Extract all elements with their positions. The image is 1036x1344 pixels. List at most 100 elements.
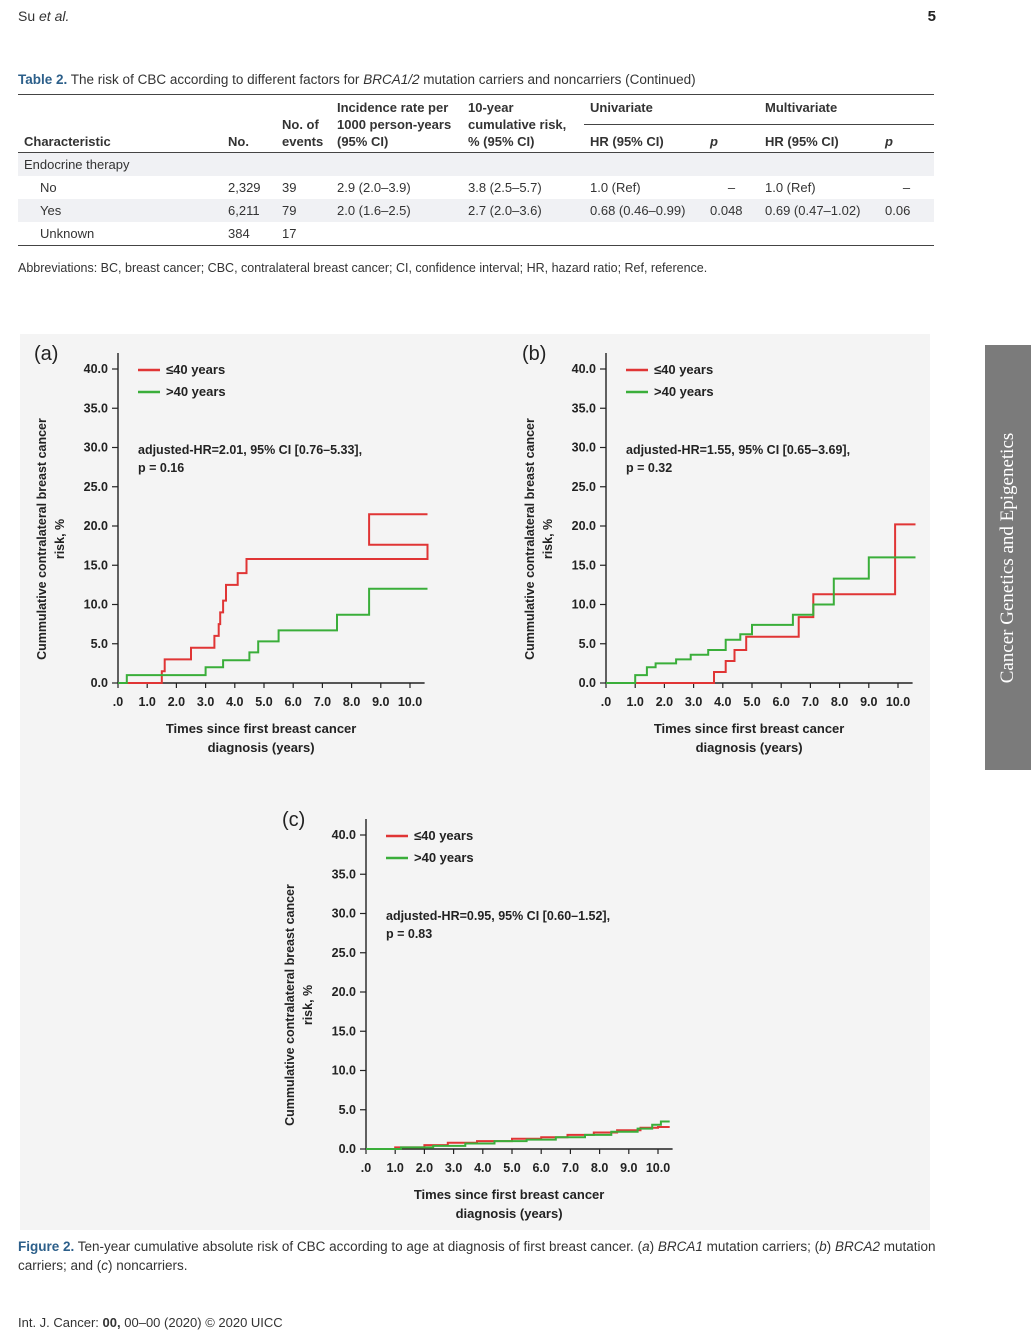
cell-cumrisk: 3.8 (2.5–5.7) xyxy=(468,180,542,195)
y-axis-label-line1: Cummulative contralateral breast cancer xyxy=(283,884,297,1126)
y-tick-label: 25.0 xyxy=(332,946,356,960)
x-tick-label: 6.0 xyxy=(285,695,302,709)
y-tick-label: 15.0 xyxy=(84,558,108,572)
x-tick-label: 7.0 xyxy=(562,1161,579,1175)
x-tick-label: 6.0 xyxy=(533,1161,550,1175)
legend-label: ≤40 years xyxy=(654,362,713,377)
col-multi-p: p xyxy=(885,134,893,149)
series-line-gt40 xyxy=(118,587,428,684)
x-tick-label: .0 xyxy=(601,695,611,709)
y-tick-label: 35.0 xyxy=(572,401,596,415)
y-tick-label: 25.0 xyxy=(84,480,108,494)
y-tick-label: 5.0 xyxy=(579,637,596,651)
x-axis-label-line1: Times since first breast cancer xyxy=(414,1187,605,1202)
chart-panel-b: (b) Cummulative contralateral breast canc… xyxy=(522,343,916,755)
cell-incidence xyxy=(331,222,462,246)
table-abbreviations: Abbreviations: BC, breast cancer; CBC, c… xyxy=(18,261,708,275)
legend-label: >40 years xyxy=(166,384,226,399)
table-group-row: Endocrine therapy xyxy=(18,152,934,176)
table-caption-gene: BRCA1/2 xyxy=(363,72,420,87)
table-row: No 2,329 39 2.9 (2.0–3.9) 3.8 (2.5–5.7) … xyxy=(18,176,934,199)
table-label: Table 2. xyxy=(18,72,68,87)
y-tick-label: 15.0 xyxy=(572,558,596,572)
x-tick-label: 9.0 xyxy=(860,695,877,709)
footer-rest: 00–00 (2020) © 2020 UICC xyxy=(124,1315,283,1330)
x-tick-label: 8.0 xyxy=(831,695,848,709)
p-value-annotation: p = 0.32 xyxy=(626,461,672,475)
y-axis-label-line2: risk, % xyxy=(541,519,555,559)
cell-multi-p xyxy=(879,222,934,246)
x-tick-label: 10.0 xyxy=(398,695,422,709)
figure-caption-c: c xyxy=(101,1258,109,1273)
x-axis-label: Times since first breast cancer diagnosis… xyxy=(414,1187,605,1221)
cell-uni-p: 0.048 xyxy=(704,199,759,222)
row-label: Unknown xyxy=(18,222,222,246)
col-events: No. of events xyxy=(282,117,324,149)
hr-annotation: adjusted-HR=2.01, 95% CI [0.76–5.33], xyxy=(138,443,362,457)
x-tick-label: 5.0 xyxy=(743,695,760,709)
x-tick-label: 1.0 xyxy=(387,1161,404,1175)
y-tick-label: 30.0 xyxy=(332,907,356,921)
col-incidence: Incidence rate per 1000 person-years (95… xyxy=(337,100,452,149)
sidebar-label: Cancer Genetics and Epigenetics xyxy=(997,432,1018,683)
y-tick-label: 25.0 xyxy=(572,480,596,494)
table-row: Yes 6,211 79 2.0 (1.6–2.5) 2.7 (2.0–3.6)… xyxy=(18,199,934,222)
x-tick-label: 9.0 xyxy=(372,695,389,709)
figure-caption-4: ) xyxy=(826,1239,832,1254)
x-axis-label: Times since first breast cancer diagnosis… xyxy=(654,721,845,755)
group-label: Endocrine therapy xyxy=(18,152,934,176)
x-tick-label: 5.0 xyxy=(255,695,272,709)
col-no: No. xyxy=(228,134,249,149)
x-tick-label: 7.0 xyxy=(802,695,819,709)
figure-caption-brca2: BRCA2 xyxy=(834,1239,880,1254)
cell-no: 384 xyxy=(222,222,276,246)
legend-label: >40 years xyxy=(654,384,714,399)
y-tick-label: 30.0 xyxy=(84,441,108,455)
x-axis-label-line1: Times since first breast cancer xyxy=(166,721,357,736)
x-tick-label: 3.0 xyxy=(685,695,702,709)
y-tick-label: 35.0 xyxy=(84,401,108,415)
col-uni-hr: HR (95% CI) xyxy=(590,134,664,149)
col-multi-hr: HR (95% CI) xyxy=(765,134,839,149)
legend-label: >40 years xyxy=(414,850,474,865)
x-tick-label: 3.0 xyxy=(445,1161,462,1175)
header-etal: et al. xyxy=(39,8,70,24)
cell-incidence: 2.0 (1.6–2.5) xyxy=(331,199,462,222)
x-tick-label: 3.0 xyxy=(197,695,214,709)
page-footer: Int. J. Cancer: 00, 00–00 (2020) © 2020 … xyxy=(18,1315,283,1330)
x-tick-label: 4.0 xyxy=(474,1161,491,1175)
x-tick-label: 2.0 xyxy=(656,695,673,709)
y-tick-label: 15.0 xyxy=(332,1024,356,1038)
y-tick-label: 40.0 xyxy=(84,362,108,376)
y-axis-label: Cummulative contralateral breast cancer r… xyxy=(283,884,315,1126)
series-line-gt40 xyxy=(366,1120,670,1150)
x-tick-label: .0 xyxy=(361,1161,371,1175)
x-tick-label: 10.0 xyxy=(886,695,910,709)
hr-annotation: adjusted-HR=1.55, 95% CI [0.65–3.69], xyxy=(626,443,850,457)
cell-uni-hr: 1.0 (Ref) xyxy=(590,180,641,195)
x-tick-label: 5.0 xyxy=(503,1161,520,1175)
col-characteristic: Characteristic xyxy=(24,134,111,149)
figure-caption-a: a xyxy=(642,1239,650,1254)
col-cumrisk: 10-year cumulative risk, % (95% CI) xyxy=(468,100,567,149)
y-axis-label-line2: risk, % xyxy=(301,985,315,1025)
cell-events: 17 xyxy=(276,222,331,246)
series-line-gt40 xyxy=(606,556,916,684)
x-tick-label: 6.0 xyxy=(773,695,790,709)
y-tick-label: 10.0 xyxy=(572,598,596,612)
cell-multi-hr: 1.0 (Ref) xyxy=(765,180,816,195)
cell-multi-hr: 0.69 (0.47–1.02) xyxy=(759,199,879,222)
y-axis-label-line2: risk, % xyxy=(53,519,67,559)
y-tick-label: 20.0 xyxy=(84,519,108,533)
y-tick-label: 40.0 xyxy=(332,828,356,842)
y-tick-label: 5.0 xyxy=(91,637,108,651)
footer-journal: Int. J. Cancer: xyxy=(18,1315,99,1330)
figure-caption: Figure 2. Ten-year cumulative absolute r… xyxy=(18,1237,938,1275)
cell-multi-hr xyxy=(759,222,879,246)
figure-caption-6: ) noncarriers. xyxy=(108,1258,188,1273)
series-line-le40 xyxy=(606,523,916,684)
figure-caption-5: mutation carriers; and ( xyxy=(18,1239,936,1273)
table-caption-end: mutation carriers and noncarriers (Conti… xyxy=(423,72,696,87)
hr-annotation: adjusted-HR=0.95, 95% CI [0.60–1.52], xyxy=(386,909,610,923)
y-axis-label-line1: Cummulative contralateral breast cancer xyxy=(35,418,49,660)
